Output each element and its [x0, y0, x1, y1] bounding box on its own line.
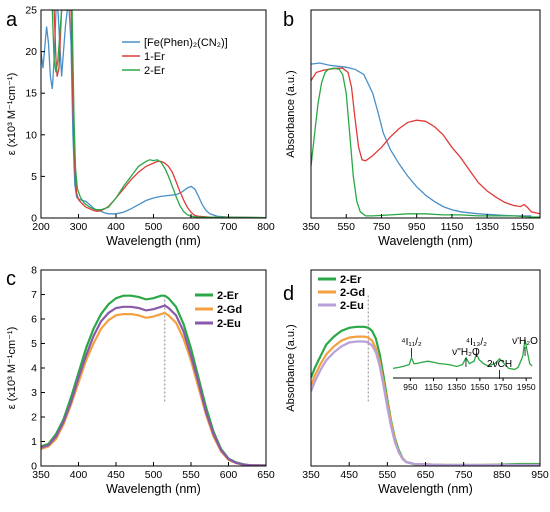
series-line-2-Er [51, 10, 266, 218]
legend-label: 1-Er [144, 51, 165, 63]
panel-d: 350 450 550 650 750 850 950 Wavelength (nm) Abso… [283, 269, 549, 496]
y-axis-label: ε (x10³ M⁻¹cm⁻¹) [6, 327, 18, 410]
legend-label: 2-Er [340, 274, 362, 286]
x-axis-label: Wavelength (nm) [378, 234, 473, 248]
plot-frame [310, 9, 541, 219]
y-tick-label: 7 [31, 289, 37, 301]
series-line-2-Gd [311, 335, 540, 466]
y-tick-label: 2 [31, 412, 37, 424]
y-axis-label: Absorbance (a.u.) [285, 70, 297, 157]
inset-x-tick-label: 950 [403, 382, 417, 392]
panel-letter: b [283, 9, 294, 31]
x-tick-label: 650 [417, 469, 435, 481]
x-tick-label: 700 [220, 221, 238, 233]
x-tick-label: 600 [220, 469, 238, 481]
series-line-series-1 [311, 62, 532, 217]
x-axis-label: Wavelength (nm) [378, 482, 473, 496]
inset-annotation-label: 2νCH [487, 359, 512, 370]
x-tick-label: 200 [32, 221, 50, 233]
x-tick-label: 600 [182, 221, 200, 233]
legend-label: 2-Er [217, 290, 239, 302]
y-tick-label: 25 [25, 5, 37, 17]
x-tick-label: 400 [107, 221, 125, 233]
inset-annotation-label: ν''H₂O [452, 347, 480, 358]
y-tick-label: 15 [25, 88, 37, 100]
y-tick-label: 4 [31, 363, 37, 375]
inset-annotation-label: ν'H₂O [512, 336, 538, 347]
panel-letter: d [283, 283, 294, 305]
inset-annotation-label: ⁴I₁₃/₂ [466, 337, 487, 348]
x-tick-label: 400 [70, 469, 88, 481]
series-line-2-Eu [41, 304, 266, 466]
series-line-2-Eu [311, 340, 540, 466]
y-tick-label: 10 [25, 129, 37, 141]
x-tick-label: 500 [145, 221, 163, 233]
x-tick-label: 750 [373, 221, 391, 233]
x-axis-label: Wavelength (nm) [106, 234, 201, 248]
x-axis-label: Wavelength (nm) [106, 482, 201, 496]
series-line-1-Er [53, 10, 266, 218]
y-tick-label: 5 [31, 338, 37, 350]
x-tick-label: 1150 [441, 221, 464, 233]
panel-a: 200 300 400 500 600 700 800 0 5 10 15 20 25 Wavelengt… [6, 5, 275, 249]
x-tick-label: 550 [337, 221, 355, 233]
x-tick-label: 850 [493, 469, 511, 481]
inset-series-line [392, 339, 533, 371]
x-tick-label: 350 [302, 221, 320, 233]
panel-b: 350 550 750 950 1150 1350 1550 Wavelength (nm) A… [283, 9, 541, 248]
x-tick-label: 1550 [511, 221, 535, 233]
x-tick-label: 950 [408, 221, 426, 233]
inset-x-tick-label: 1550 [470, 382, 489, 392]
x-tick-label: 450 [107, 469, 125, 481]
inset: 950 1150 1350 1550 1750 1950 ⁴I₁₁/₂ ν''H₂O⁴I₁₃/… [392, 336, 538, 392]
series-line-2-Er [311, 325, 540, 466]
x-tick-label: 550 [379, 469, 397, 481]
y-axis-label: Absorbance (a.u.) [285, 324, 297, 411]
legend-label: [Fe(Phen)₂(CN₂)] [144, 37, 228, 49]
x-tick-label: 350 [32, 469, 50, 481]
y-tick-label: 3 [31, 387, 37, 399]
panel-letter: a [6, 9, 18, 31]
panel-letter: c [6, 268, 16, 290]
legend-label: 2-Eu [340, 300, 364, 312]
x-tick-label: 550 [182, 469, 200, 481]
y-tick-label: 0 [31, 461, 37, 473]
y-tick-label: 8 [31, 265, 37, 277]
inset-x-tick-label: 1950 [517, 382, 536, 392]
x-tick-label: 650 [257, 469, 275, 481]
legend-label: 2-Gd [217, 304, 242, 316]
x-tick-label: 350 [302, 469, 320, 481]
inset-x-tick-label: 1150 [424, 382, 443, 392]
inset-x-tick-label: 1750 [494, 382, 513, 392]
y-tick-label: 6 [31, 314, 37, 326]
x-tick-label: 500 [145, 469, 163, 481]
inset-x-tick-label: 1350 [447, 382, 466, 392]
inset-annotation-label: ⁴I₁₁/₂ [401, 337, 422, 348]
y-tick-label: 5 [31, 171, 37, 183]
y-tick-label: 0 [31, 213, 37, 225]
y-tick-label: 20 [25, 46, 37, 58]
y-axis-label: ε (x10³ M⁻¹cm⁻¹) [6, 73, 18, 156]
legend-label: 2-Gd [340, 287, 365, 299]
x-tick-label: 300 [70, 221, 88, 233]
series-line-[Fe(Phen)₂(CN₂)] [41, 10, 266, 218]
x-tick-label: 750 [455, 469, 473, 481]
legend-label: 2-Eu [217, 318, 241, 330]
x-tick-label: 800 [257, 221, 275, 233]
panel-c: 350 400 450 500 550 600 650 0 1 2 3 4 5 6 7 8 Wavelength… [6, 265, 275, 497]
x-tick-label: 1350 [475, 221, 499, 233]
y-tick-label: 1 [31, 436, 37, 448]
x-tick-label: 450 [340, 469, 358, 481]
series-line-series-3 [311, 67, 540, 218]
legend-label: 2-Er [144, 65, 165, 77]
x-tick-label: 950 [531, 469, 549, 481]
